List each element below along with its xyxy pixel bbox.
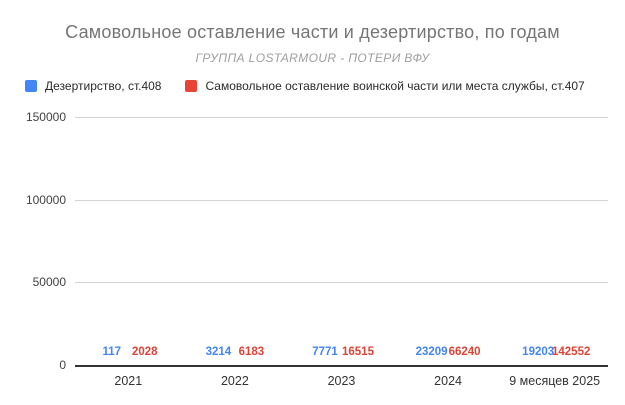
legend: Дезертирство, ст.408 Самовольное оставле… [25,79,585,93]
legend-swatch-red [185,80,198,92]
legend-label-desertion: Дезертирство, ст.408 [45,79,162,93]
y-tick-50000: 50000 [32,275,66,290]
chart-subtitle: ГРУППА LOSTARMOUR - ПОТЕРИ ВФУ [195,51,430,65]
bar-group-9m-2025: 19203 142552 9 месяцев 2025 [501,117,608,388]
x-axis-label-2021: 2021 [114,374,143,388]
legend-label-awol: Самовольное оставление воинской части ил… [205,79,585,93]
gridline-50000 [75,282,608,284]
legend-item-desertion: Дезертирство, ст.408 [25,79,161,93]
bar-value-label: 142552 [551,346,591,358]
x-axis-label-2022: 2022 [220,374,249,388]
bar-value-label: 16515 [341,346,374,358]
gridline-150000 [75,117,608,118]
bar-group-2021: 117 2028 2021 [75,117,182,388]
legend-swatch-blue [25,80,37,92]
x-axis-label-9m-2025: 9 месяцев 2025 [509,374,601,388]
plot-area: 150000 100000 50000 0 117 2028 2021 [26,110,608,388]
y-tick-0: 0 [59,358,66,372]
bar-value-label: 7771 [312,346,338,358]
bar-group-2024: 23209 66240 2024 [395,117,502,388]
gridline-100000 [75,199,608,201]
bar-group-2022: 3214 6183 2022 [182,117,289,388]
bar-value-label: 19203 [522,346,555,358]
y-tick-150000: 150000 [25,110,66,124]
bar-value-label: 6183 [238,346,265,358]
legend-item-awol: Самовольное оставление воинской части ил… [185,79,585,93]
x-axis-label-2023: 2023 [327,374,356,388]
bar-value-label: 23209 [415,346,448,358]
y-tick-100000: 100000 [25,192,66,207]
chart-title: Самовольное оставление части и дезертирс… [65,22,560,42]
x-axis-label-2024: 2024 [434,374,462,388]
bar-value-label: 3214 [205,346,232,358]
bar-value-label: 117 [102,346,122,358]
bar-group-2023: 7771 16515 2023 [288,117,395,388]
bar-value-label: 2028 [132,346,158,358]
bar-value-label: 66240 [448,346,481,358]
bar-groups: 117 2028 2021 3214 6183 2022 [75,117,608,388]
